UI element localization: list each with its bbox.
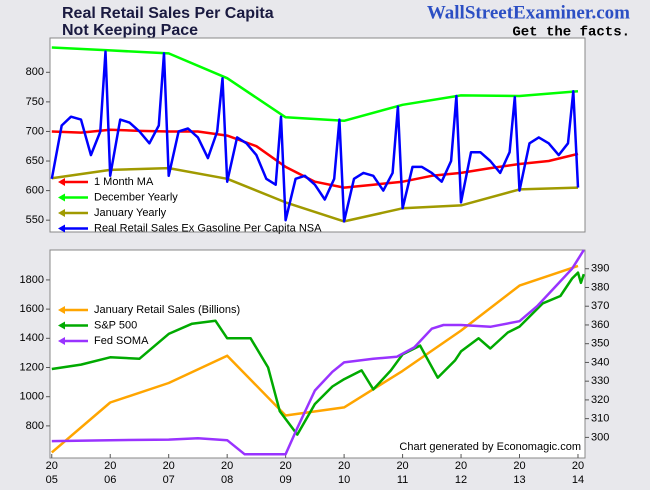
legend-arrow: [58, 321, 65, 330]
y2-tick-label: 370: [591, 300, 609, 312]
x-tick-label: 20 12: [455, 460, 467, 486]
x-tick-label: 20 14: [572, 460, 584, 486]
legend-label: 1 Month MA: [94, 176, 154, 188]
x-tick-label: 20 13: [513, 460, 525, 486]
plot-area: [49, 249, 586, 459]
series-line: [51, 271, 585, 436]
y2-tick-label: 340: [591, 356, 609, 368]
title-line: Not Keeping Pace: [62, 22, 198, 39]
legend-arrow: [58, 209, 65, 217]
y2-tick-label: 360: [591, 319, 609, 331]
series-line: [50, 50, 580, 223]
legend-arrow: [58, 306, 65, 314]
y-tick-label: 1200: [20, 361, 44, 373]
y-tick-label: 750: [26, 96, 44, 108]
y-tick-label: 600: [26, 185, 44, 197]
legend-arrow: [58, 337, 65, 345]
x-tick-label: 20 05: [46, 460, 58, 486]
x-tick-label: 20 11: [396, 460, 408, 486]
y-tick-label: 550: [26, 214, 44, 226]
plot-area: [49, 37, 586, 233]
site-name: WallStreetExaminer.com: [427, 2, 630, 23]
y-tick-label: 700: [26, 125, 44, 137]
y2-tick-label: 390: [591, 263, 609, 275]
x-tick-label: 20 06: [104, 460, 116, 486]
legend-label: January Retail Sales (Billions): [94, 304, 240, 316]
y-tick-label: 800: [26, 66, 44, 78]
tagline: Get the facts.: [512, 25, 630, 41]
y2-tick-label: 330: [591, 375, 609, 387]
y2-tick-label: 310: [591, 413, 609, 425]
y-tick-label: 1400: [20, 332, 44, 344]
y2-tick-label: 320: [591, 394, 609, 406]
series-line: [51, 46, 579, 123]
y-tick-label: 650: [26, 155, 44, 167]
series-line: [51, 249, 585, 456]
y2-tick-label: 350: [591, 338, 609, 350]
legend-arrow: [58, 178, 65, 186]
x-tick-label: 20 08: [221, 460, 233, 486]
y-tick-label: 1600: [20, 303, 44, 315]
y-tick-label: 1800: [20, 274, 44, 286]
y2-tick-label: 380: [591, 281, 609, 293]
legend-label: S&P 500: [94, 319, 137, 331]
x-tick-label: 20 10: [338, 460, 350, 486]
legend-arrow: [58, 193, 65, 202]
series-line: [51, 166, 579, 223]
legend-arrow: [58, 224, 65, 233]
series-line: [50, 264, 579, 454]
y-tick-label: 800: [26, 420, 44, 432]
credit: Chart generated by Economagic.com: [399, 441, 581, 453]
legend-label: Real Retail Sales Ex Gasoline Per Capita…: [94, 222, 322, 234]
title-line: Real Retail Sales Per Capita: [62, 5, 274, 22]
legend-label: December Yearly: [94, 191, 178, 203]
legend-label: Fed SOMA: [94, 335, 149, 347]
legend-label: January Yearly: [94, 207, 167, 219]
y2-tick-label: 300: [591, 431, 609, 443]
x-tick-label: 20 09: [280, 460, 292, 486]
x-tick-label: 20 07: [163, 460, 175, 486]
y-tick-label: 1000: [20, 391, 44, 403]
